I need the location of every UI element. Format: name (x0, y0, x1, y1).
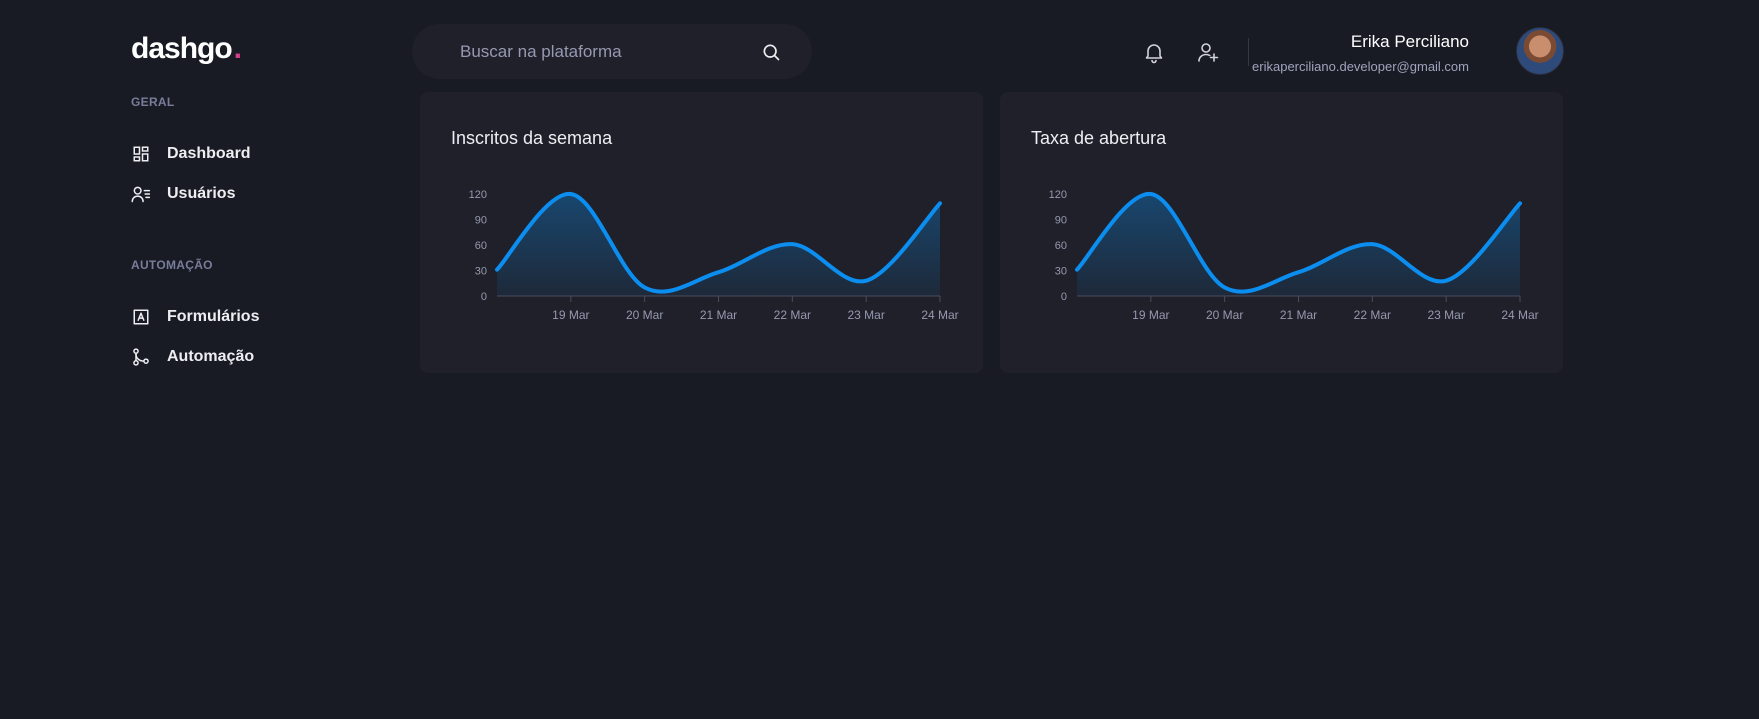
y-tick-label: 30 (1055, 266, 1067, 278)
header-divider (1248, 38, 1249, 66)
chart-title: Inscritos da semana (451, 128, 613, 148)
logo[interactable]: dashgo. (131, 32, 242, 66)
y-tick-label: 120 (469, 189, 487, 201)
sidebar-item-label: Dashboard (167, 145, 251, 162)
git-merge-icon (131, 347, 151, 367)
sidebar-item-label: Automação (167, 348, 255, 365)
bell-icon[interactable] (1142, 40, 1166, 64)
y-tick-label: 90 (1055, 215, 1067, 227)
chart-series-line (495, 192, 942, 294)
y-tick-label: 30 (475, 266, 487, 278)
sidebar-item-label: Usuários (167, 185, 236, 202)
x-tick-label: 21 Mar (700, 308, 737, 322)
x-tick-label: 21 Mar (1280, 308, 1317, 322)
chart-title: Taxa de abertura (1031, 128, 1167, 148)
user-profile: Erika Perciliano erikaperciliano.develop… (1252, 32, 1469, 74)
logo-text: dashgo (131, 32, 233, 65)
chart-area-fill (1077, 193, 1520, 296)
chart-inscritos: 0 30 60 90 120 19 Mar 20 Mar 21 Mar 22 Mar 23 Mar… (469, 189, 959, 322)
y-tick-label: 120 (1049, 189, 1067, 201)
sidebar-section-automacao: AUTOMAÇÃO (131, 258, 213, 272)
x-tick-label: 22 Mar (1354, 308, 1391, 322)
search-bar (412, 24, 812, 79)
sidebar-item-automacao[interactable]: Automação (131, 347, 254, 367)
chart-card-taxa-abertura: Taxa de abertura 0 30 60 90 120 19 Mar 20 Mar 2… (1000, 92, 1563, 373)
chart-taxa-abertura: 0 30 60 90 120 19 Mar 20 Mar 21 Mar 22 Mar 23 Mar… (1049, 189, 1539, 322)
y-tick-label: 0 (481, 291, 487, 303)
x-tick-label: 23 Mar (1427, 308, 1464, 322)
user-name: Erika Perciliano (1350, 32, 1469, 51)
x-tick-label: 20 Mar (1206, 308, 1243, 322)
user-plus-icon[interactable] (1196, 40, 1220, 64)
y-tick-label: 90 (475, 215, 487, 227)
x-tick-label: 19 Mar (1132, 308, 1169, 322)
x-tick-label: 20 Mar (626, 308, 663, 322)
logo-dot: . (233, 32, 242, 65)
sidebar-item-label: Formulários (167, 308, 260, 325)
chart-area-fill (497, 193, 940, 296)
avatar[interactable] (1516, 27, 1564, 75)
x-tick-label: 19 Mar (552, 308, 589, 322)
form-icon (131, 307, 151, 327)
y-tick-label: 0 (1061, 291, 1067, 303)
sidebar-item-formularios[interactable]: Formulários (131, 307, 259, 327)
search-icon[interactable] (760, 41, 782, 63)
sidebar-section-geral: GERAL (131, 95, 175, 109)
sidebar-item-usuarios[interactable]: Usuários (131, 184, 235, 204)
chart-series-line (1075, 192, 1522, 294)
x-tick-label: 24 Mar (921, 308, 958, 322)
search-input[interactable] (460, 41, 760, 62)
x-tick-label: 23 Mar (847, 308, 884, 322)
x-tick-label: 24 Mar (1501, 308, 1538, 322)
x-tick-label: 22 Mar (774, 308, 811, 322)
chart-card-inscritos: Inscritos da semana 0 30 60 90 120 19 Mar 20 M… (420, 92, 983, 373)
y-tick-label: 60 (1055, 240, 1067, 252)
dashboard-icon (131, 144, 151, 164)
y-tick-label: 60 (475, 240, 487, 252)
sidebar-item-dashboard[interactable]: Dashboard (131, 144, 251, 164)
users-icon (131, 184, 151, 204)
user-email: erikaperciliano.developer@gmail.com (1252, 59, 1469, 74)
